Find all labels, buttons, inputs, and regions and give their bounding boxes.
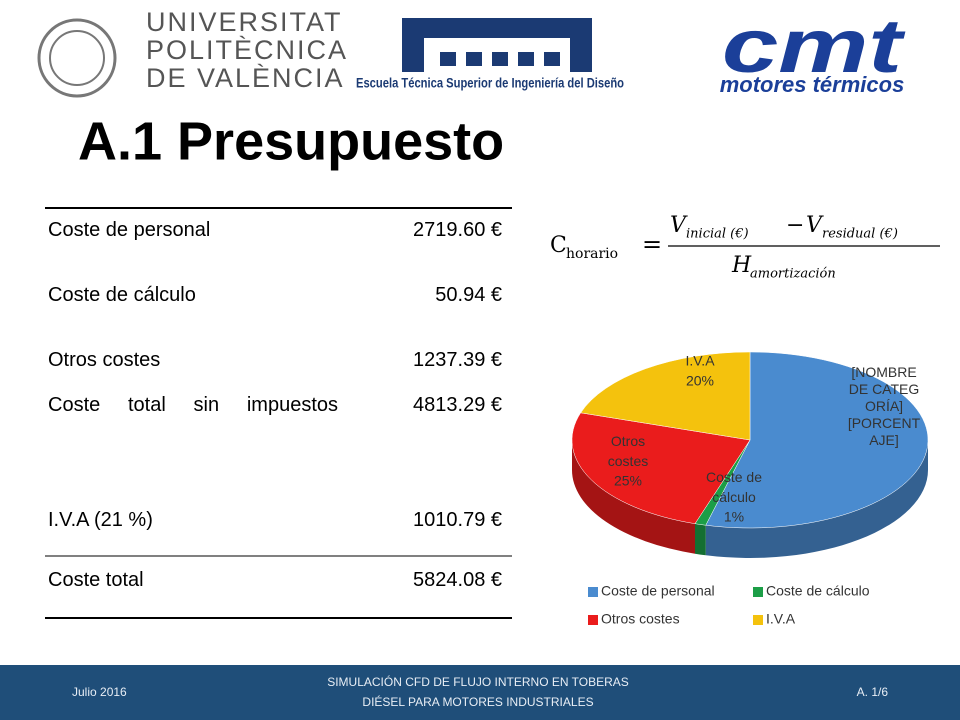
formula-symbol: V bbox=[806, 213, 824, 238]
legend-label: I.V.A bbox=[766, 611, 796, 627]
pie-slice bbox=[705, 351, 929, 529]
pie-slice bbox=[580, 351, 751, 441]
formula-subscript: horario bbox=[566, 246, 618, 262]
upv-seal bbox=[37, 18, 117, 98]
cmt-name: motores térmicos bbox=[720, 72, 905, 97]
row-label: Coste total sin impuestos bbox=[48, 394, 338, 416]
row-label: Otros costes bbox=[48, 349, 161, 371]
cmt-logo: cmt bbox=[722, 4, 906, 89]
row-value: 50.94 € bbox=[435, 284, 502, 306]
formula-symbol: − bbox=[786, 213, 804, 238]
formula-symbol: = bbox=[642, 231, 662, 259]
university-line: DE VALÈNCIA bbox=[146, 63, 345, 93]
slice-value: 25% bbox=[614, 473, 642, 489]
formula-subscript: amortización bbox=[750, 267, 836, 282]
upv-seal-inner bbox=[49, 30, 105, 86]
formula-subscript: residual (€) bbox=[822, 227, 898, 242]
legend-swatch bbox=[588, 615, 598, 625]
school-name: Escuela Técnica Superior de Ingeniería d… bbox=[356, 75, 624, 91]
placeholder-name: [NOMBRE DE CATEGORÍA] bbox=[848, 364, 920, 414]
pie-slice bbox=[571, 412, 751, 524]
legend-swatch bbox=[753, 587, 763, 597]
legend-label: Otros costes bbox=[601, 611, 680, 627]
formula-symbol: H bbox=[731, 253, 752, 278]
etsid-logo bbox=[440, 52, 456, 66]
formula: C horario = V inicial (€) − V residual (… bbox=[550, 213, 940, 282]
slice-name: Otros costes bbox=[608, 433, 648, 469]
slice-name: I.V.A bbox=[685, 353, 715, 369]
row-value: 5824.08 € bbox=[413, 569, 502, 591]
pie-slice-side bbox=[705, 440, 928, 558]
row-label: Coste de cálculo bbox=[48, 284, 196, 306]
slice-value: 20% bbox=[686, 373, 714, 389]
legend-swatch bbox=[588, 587, 598, 597]
formula-subscript: inicial (€) bbox=[686, 227, 749, 242]
etsid-logo bbox=[402, 18, 592, 72]
university-line: UNIVERSITAT bbox=[146, 7, 343, 37]
etsid-logo bbox=[518, 52, 534, 66]
footer-band bbox=[0, 665, 960, 720]
formula-symbol: V bbox=[670, 213, 688, 238]
legend-label: Coste de cálculo bbox=[766, 583, 870, 599]
etsid-logo bbox=[492, 52, 508, 66]
university-line: POLITÈCNICA bbox=[146, 35, 348, 65]
row-value: 1010.79 € bbox=[413, 509, 502, 531]
legend-swatch bbox=[753, 615, 763, 625]
legend-label: Coste de personal bbox=[601, 583, 715, 599]
row-label: Coste de personal bbox=[48, 219, 211, 241]
slice-value: 1% bbox=[724, 509, 744, 525]
formula-symbol: C bbox=[550, 233, 567, 258]
footer-subject: DIÉSEL PARA MOTORES INDUSTRIALES bbox=[362, 694, 593, 709]
pie-slice-side bbox=[572, 440, 695, 554]
pie-slice-side bbox=[694, 523, 706, 556]
slice-name: Coste de cálculo bbox=[706, 469, 762, 505]
row-label: Coste total bbox=[48, 569, 144, 591]
etsid-logo bbox=[544, 52, 560, 66]
footer-subject: SIMULACIÓN CFD DE FLUJO INTERNO EN TOBER… bbox=[327, 674, 629, 689]
slide-title: A.1 Presupuesto bbox=[78, 111, 504, 171]
placeholder-label: [NOMBRE DE CATEGORÍA] [PORCENTAJE] bbox=[845, 364, 923, 449]
pie-chart: Coste de cálculo 1% Otros costes 25% I.V.A 20% C… bbox=[571, 351, 929, 627]
footer-page: A. 1/6 bbox=[857, 685, 889, 699]
row-value: 2719.60 € bbox=[413, 219, 502, 241]
footer-date: Julio 2016 bbox=[72, 685, 127, 699]
placeholder-value: [PORCENTAJE] bbox=[847, 415, 921, 448]
row-value: 4813.29 € bbox=[413, 394, 502, 416]
row-value: 1237.39 € bbox=[413, 349, 502, 371]
row-label: I.V.A (21 %) bbox=[48, 509, 153, 531]
etsid-logo bbox=[466, 52, 482, 66]
